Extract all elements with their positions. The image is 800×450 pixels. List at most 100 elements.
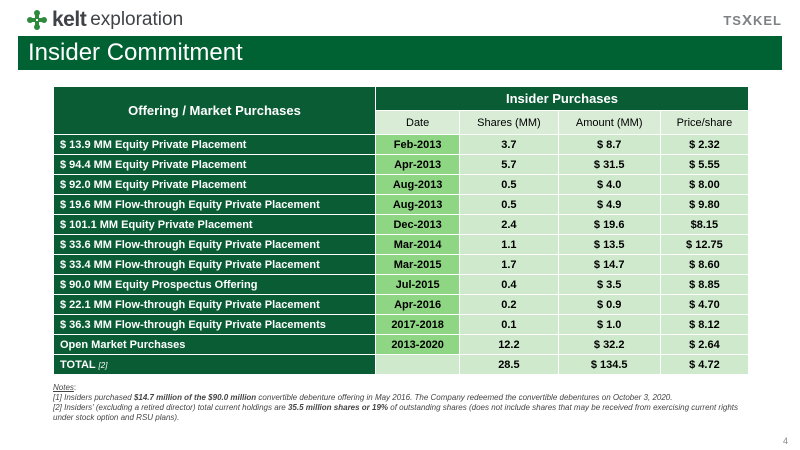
tsx-x: X	[741, 12, 753, 29]
notes-colon: :	[73, 383, 77, 392]
date-cell: Aug-2013	[374, 174, 461, 195]
column-header-shares: Shares (MM)	[459, 110, 559, 135]
shares-cell: 2.4	[459, 214, 559, 235]
shares-cell: 1.7	[459, 254, 559, 275]
column-header-price: Price/share	[659, 110, 750, 135]
table-row: $ 36.3 MM Flow-through Equity Private Pl…	[53, 314, 750, 335]
price-cell: $ 2.32	[659, 134, 750, 155]
shares-cell: 0.5	[459, 194, 559, 215]
offering-cell: $ 19.6 MM Flow-through Equity Private Pl…	[53, 194, 376, 215]
footnote-2-part-c: of outstanding shares (does not include …	[53, 403, 738, 422]
insider-purchases-table: Offering / Market Purchases Insider Purc…	[53, 86, 750, 375]
date-cell: 2013-2020	[374, 334, 461, 355]
table-row: $ 33.4 MM Flow-through Equity Private Pl…	[53, 254, 750, 275]
footnote-2-part-b: 35.5 million shares or 19%	[287, 403, 389, 412]
kelt-logo-icon	[27, 10, 47, 30]
amount-cell: $ 13.5	[557, 234, 661, 255]
offering-cell: $ 33.6 MM Flow-through Equity Private Pl…	[53, 234, 376, 255]
price-cell: $8.15	[659, 214, 750, 235]
table-row: $ 33.6 MM Flow-through Equity Private Pl…	[53, 234, 750, 255]
table-row: $ 90.0 MM Equity Prospectus Offering Jul-…	[53, 274, 750, 295]
footnote-1-part-b: $14.7 million of the $90.0 million	[133, 393, 257, 402]
footnote-2: [2] Insiders' (excluding a retired direc…	[53, 403, 753, 423]
table-row: $ 94.4 MM Equity Private Placement Apr-20…	[53, 154, 750, 175]
shares-cell: 0.4	[459, 274, 559, 295]
page-number: 4	[782, 436, 788, 446]
total-row: TOTAL [2] 28.5 $ 134.5 $ 4.72	[53, 354, 750, 375]
total-date-cell	[374, 354, 461, 375]
logo-text-light: exploration	[90, 9, 184, 30]
total-footnote-ref: [2]	[98, 360, 108, 370]
date-cell: Mar-2015	[374, 254, 461, 275]
date-cell: Jul-2015	[374, 274, 461, 295]
offering-cell: Open Market Purchases	[53, 334, 376, 355]
price-cell: $ 8.60	[659, 254, 750, 275]
offering-cell: $ 101.1 MM Equity Private Placement	[53, 214, 376, 235]
price-cell: $ 4.70	[659, 294, 750, 315]
footnotes: Notes: [1] Insiders purchased $14.7 mill…	[53, 383, 753, 423]
price-cell: $ 8.00	[659, 174, 750, 195]
logo-text-bold: kelt	[52, 8, 87, 31]
total-shares-cell: 28.5	[459, 354, 559, 375]
price-cell: $ 9.80	[659, 194, 750, 215]
date-cell: Aug-2013	[374, 194, 461, 215]
insider-purchases-header: Insider Purchases	[375, 86, 749, 111]
amount-cell: $ 14.7	[557, 254, 661, 275]
offering-cell: $ 33.4 MM Flow-through Equity Private Pl…	[53, 254, 376, 275]
table-row: $ 101.1 MM Equity Private Placement Dec-2…	[53, 214, 750, 235]
shares-cell: 1.1	[459, 234, 559, 255]
offering-header: Offering / Market Purchases	[53, 86, 376, 135]
page-title: Insider Commitment	[28, 39, 243, 66]
offering-cell: $ 92.0 MM Equity Private Placement	[53, 174, 376, 195]
table-row: $ 92.0 MM Equity Private Placement Aug-20…	[53, 174, 750, 195]
shares-cell: 0.5	[459, 174, 559, 195]
amount-cell: $ 4.0	[557, 174, 661, 195]
table-row: Open Market Purchases 2013-2020 12.2 $ 32.2…	[53, 334, 750, 355]
date-cell: Apr-2013	[374, 154, 461, 175]
total-price-cell: $ 4.72	[659, 354, 750, 375]
amount-cell: $ 31.5	[557, 154, 661, 175]
table-row: $ 19.6 MM Flow-through Equity Private Pl…	[53, 194, 750, 215]
offering-cell: $ 22.1 MM Flow-through Equity Private Pl…	[53, 294, 376, 315]
table-row: $ 22.1 MM Flow-through Equity Private Pl…	[53, 294, 750, 315]
price-cell: $ 5.55	[659, 154, 750, 175]
shares-cell: 5.7	[459, 154, 559, 175]
date-cell: Mar-2014	[374, 234, 461, 255]
price-cell: $ 2.64	[659, 334, 750, 355]
notes-title: Notes	[53, 383, 74, 392]
offering-cell: $ 94.4 MM Equity Private Placement	[53, 154, 376, 175]
offering-cell: $ 13.9 MM Equity Private Placement	[53, 134, 376, 155]
amount-cell: $ 3.5	[557, 274, 661, 295]
footnote-2-part-a: [2] Insiders' (excluding a retired direc…	[53, 403, 288, 412]
offering-cell: $ 90.0 MM Equity Prospectus Offering	[53, 274, 376, 295]
shares-cell: 12.2	[459, 334, 559, 355]
company-logo: kelt exploration	[26, 6, 183, 34]
amount-cell: $ 4.9	[557, 194, 661, 215]
amount-cell: $ 1.0	[557, 314, 661, 335]
shares-cell: 3.7	[459, 134, 559, 155]
tsx-ticker: TSXKEL	[723, 12, 782, 29]
date-cell: Apr-2016	[374, 294, 461, 315]
footnote-1: [1] Insiders purchased $14.7 million of …	[53, 393, 753, 403]
tsx-prefix: TS	[723, 13, 742, 28]
title-bar: Insider Commitment	[18, 36, 782, 70]
amount-cell: $ 8.7	[557, 134, 661, 155]
total-label: TOTAL	[60, 358, 96, 371]
date-cell: Dec-2013	[374, 214, 461, 235]
price-cell: $ 12.75	[659, 234, 750, 255]
tsx-suffix: KEL	[753, 13, 782, 28]
shares-cell: 0.1	[459, 314, 559, 335]
shares-cell: 0.2	[459, 294, 559, 315]
table-row: $ 13.9 MM Equity Private Placement Feb-20…	[53, 134, 750, 155]
offering-cell: $ 36.3 MM Flow-through Equity Private Pl…	[53, 314, 376, 335]
total-label-cell: TOTAL [2]	[53, 354, 376, 375]
date-cell: 2017-2018	[374, 314, 461, 335]
total-amount-cell: $ 134.5	[557, 354, 661, 375]
price-cell: $ 8.12	[659, 314, 750, 335]
amount-cell: $ 0.9	[557, 294, 661, 315]
price-cell: $ 8.85	[659, 274, 750, 295]
amount-cell: $ 32.2	[557, 334, 661, 355]
footnote-1-part-a: [1] Insiders purchased	[53, 393, 134, 402]
column-header-date: Date	[374, 110, 461, 135]
amount-cell: $ 19.6	[557, 214, 661, 235]
